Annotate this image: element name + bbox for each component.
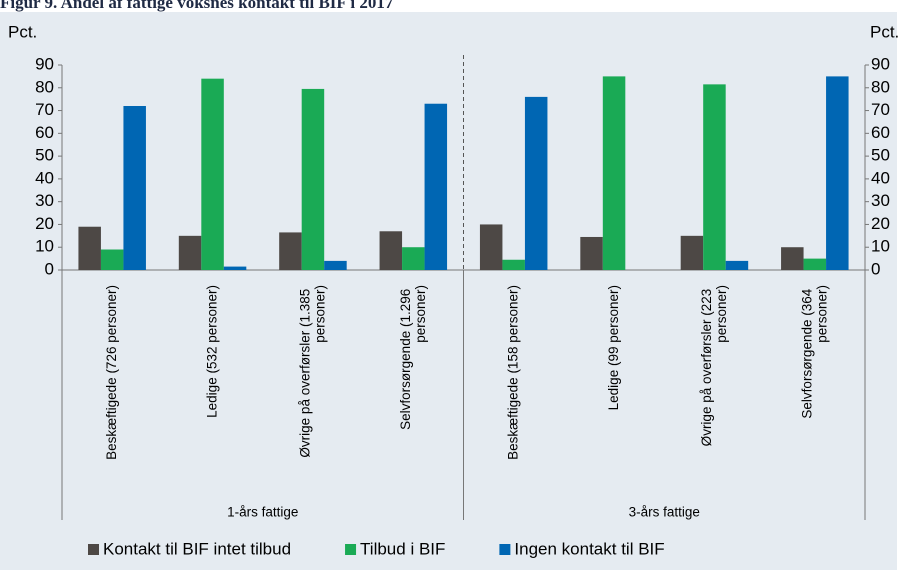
- legend-label: Tilbud i BIF: [360, 539, 445, 558]
- y2-tick-label: 0: [871, 259, 880, 278]
- x-tick-label: Selvforsørgende (1.296 personer): [397, 285, 427, 430]
- bar: [301, 88, 325, 271]
- y2-tick-label: 40: [871, 168, 890, 187]
- bar: [78, 226, 101, 270]
- y2-axis-label: Pct.: [870, 22, 899, 41]
- x-tick-label: Selvforsørgende (364 personer): [799, 285, 829, 419]
- bar: [201, 78, 224, 271]
- group-label: 1-års fattige: [227, 505, 298, 520]
- bar: [703, 84, 726, 270]
- y-tick-label: 0: [45, 259, 54, 278]
- x-tick-label: Øvrige på overførsler (1.385 personer): [297, 285, 327, 458]
- x-tick-label: Ledige (99 personer): [606, 285, 621, 410]
- y-tick-label: 60: [35, 123, 54, 142]
- y-tick-label: 50: [35, 146, 54, 165]
- x-tick-label: Øvrige på overførsler (223 personer): [699, 285, 729, 446]
- bar: [502, 259, 525, 270]
- y-tick-label: 30: [35, 191, 54, 210]
- x-tick-label: Beskæftigede (158 personer): [505, 285, 520, 460]
- y2-tick-label: 60: [871, 123, 890, 142]
- bar: [602, 76, 626, 270]
- bar: [279, 232, 302, 270]
- y-tick-label: 80: [35, 77, 54, 96]
- y-tick-label: 70: [35, 100, 54, 119]
- bar: [479, 224, 503, 270]
- legend-label: Kontakt til BIF intet tilbud: [103, 539, 291, 558]
- y-tick-label: 10: [35, 237, 54, 256]
- x-tick-label: Ledige (532 personer): [204, 285, 219, 418]
- bar: [725, 260, 749, 270]
- bar: [781, 247, 804, 270]
- bar: [680, 235, 704, 270]
- y2-tick-label: 20: [871, 214, 890, 233]
- bar: [580, 236, 603, 270]
- bar: [324, 260, 347, 270]
- y2-tick-label: 90: [871, 54, 890, 73]
- bar: [424, 103, 448, 270]
- bar: [100, 249, 124, 270]
- y2-tick-label: 70: [871, 100, 890, 119]
- chart-background: [0, 12, 897, 570]
- bar: [379, 231, 403, 270]
- legend-swatch: [499, 544, 511, 555]
- y2-tick-label: 10: [871, 237, 890, 256]
- chart-title: Figur 9. Andel af fattige voksnes kontak…: [0, 0, 394, 12]
- x-tick-label: Beskæftigede (726 personer): [104, 285, 119, 460]
- bar: [803, 258, 827, 270]
- legend-swatch: [88, 544, 99, 555]
- bar: [402, 247, 425, 270]
- y-axis-label: Pct.: [8, 22, 37, 41]
- bar: [223, 266, 247, 270]
- bar: [178, 235, 202, 270]
- y2-tick-label: 80: [871, 77, 890, 96]
- legend-label: Ingen kontakt til BIF: [514, 539, 664, 558]
- y-tick-label: 40: [35, 168, 54, 187]
- legend-swatch: [345, 544, 357, 555]
- bar: [826, 76, 849, 270]
- bar: [123, 106, 146, 270]
- group-label: 3-års fattige: [629, 505, 700, 520]
- y2-tick-label: 30: [871, 191, 890, 210]
- y-tick-label: 20: [35, 214, 54, 233]
- y2-tick-label: 50: [871, 146, 890, 165]
- y-tick-label: 90: [35, 54, 54, 73]
- bar: [524, 96, 548, 270]
